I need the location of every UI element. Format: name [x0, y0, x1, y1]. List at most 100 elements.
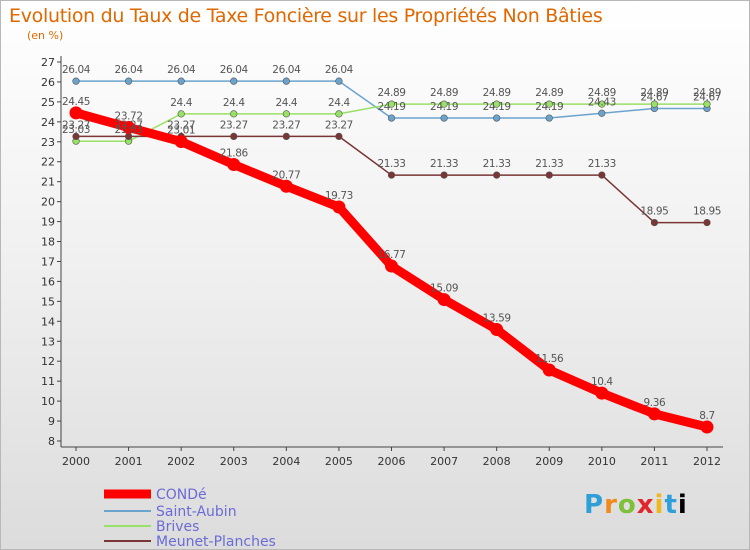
y-tick-label: 21: [41, 176, 55, 189]
data-label: 11.56: [535, 353, 564, 365]
data-label: 24.67: [640, 91, 668, 103]
data-label: 26.04: [272, 64, 301, 76]
x-tick-label: 2006: [378, 455, 406, 468]
legend-label: Brives: [156, 519, 199, 535]
y-tick-label: 27: [41, 56, 55, 69]
data-label: 24.89: [640, 87, 668, 99]
y-tick-label: 10: [41, 395, 55, 408]
data-label: 13.59: [483, 312, 511, 324]
data-point: [647, 407, 661, 421]
data-label: 21.86: [220, 148, 249, 160]
data-point: [279, 179, 293, 193]
y-tick-label: 16: [41, 275, 55, 288]
x-tick-label: 2002: [167, 455, 195, 468]
y-tick-label: 15: [41, 295, 55, 308]
data-point: [230, 77, 238, 85]
x-tick-label: 2000: [62, 455, 90, 468]
data-point: [282, 132, 290, 141]
series-2: [72, 77, 711, 122]
data-point: [335, 132, 343, 141]
x-tick-label: 2009: [535, 455, 563, 468]
legend-label: Saint-Aubin: [156, 504, 237, 520]
series-4: [72, 132, 711, 227]
data-label: 21.33: [483, 158, 511, 170]
data-label: 8.7: [699, 410, 715, 422]
data-label: 21.33: [430, 158, 458, 170]
data-label: 24.45: [62, 96, 90, 108]
data-point: [440, 171, 448, 179]
x-tick-label: 2001: [115, 455, 143, 468]
x-tick-label: 2007: [430, 455, 458, 468]
data-point: [174, 135, 188, 149]
data-label: 24.19: [430, 101, 458, 113]
legend-label: Meunet-Planches: [156, 534, 276, 549]
y-tick-label: 22: [41, 156, 55, 169]
data-label: 24.67: [693, 91, 721, 103]
data-point: [437, 293, 451, 307]
data-label: 23.03: [62, 124, 90, 136]
data-point: [493, 114, 501, 122]
data-label: 24.19: [535, 101, 563, 113]
data-point: [598, 100, 606, 108]
data-label: 23.27: [115, 119, 143, 131]
data-point: [335, 77, 343, 85]
proxiti-logo: Proxiti: [584, 490, 688, 520]
legend-label: CONDé: [156, 487, 207, 503]
data-point: [598, 109, 606, 117]
data-label: 24.89: [535, 87, 563, 99]
series-line: [75, 135, 708, 224]
data-point: [72, 77, 80, 85]
legend-item: Meunet-Planches: [104, 534, 276, 549]
data-point: [69, 106, 83, 120]
y-tick-label: 9: [48, 415, 55, 428]
data-label: 23.27: [220, 119, 248, 131]
data-point: [282, 77, 290, 85]
data-point: [387, 114, 396, 122]
data-point: [650, 100, 659, 108]
data-point: [387, 100, 396, 108]
data-label: 24.89: [483, 87, 511, 99]
data-label: 26.04: [167, 64, 196, 76]
data-point: [122, 120, 136, 134]
x-tick-label: 2005: [325, 455, 353, 468]
x-tick-label: 2004: [272, 455, 300, 468]
data-label: 21.33: [535, 158, 563, 170]
series-1: [69, 106, 714, 434]
data-label: 26.04: [325, 64, 354, 76]
y-tick-label: 8: [48, 435, 55, 448]
data-label: 26.04: [220, 64, 249, 76]
data-point: [595, 386, 609, 400]
data-label: 23.27: [167, 119, 195, 131]
data-point: [230, 132, 238, 141]
y-tick-label: 18: [41, 236, 55, 249]
data-label: 10.4: [591, 376, 613, 388]
data-point: [230, 110, 238, 118]
data-point: [440, 100, 448, 108]
data-label: 24.4: [328, 97, 350, 109]
data-label: 26.04: [115, 64, 144, 76]
chart-subtitle: (en %): [27, 29, 64, 42]
data-point: [387, 171, 396, 179]
data-point: [227, 158, 241, 172]
y-tick-label: 20: [41, 196, 55, 209]
data-label: 21.33: [588, 158, 616, 170]
data-label: 21.33: [377, 158, 405, 170]
data-label: 24.4: [223, 97, 245, 109]
data-label: 9.36: [644, 397, 666, 409]
data-point: [124, 77, 133, 85]
data-point: [490, 322, 504, 336]
data-label: 19.73: [325, 190, 353, 202]
y-tick-label: 25: [41, 96, 55, 109]
y-tick-label: 12: [41, 355, 55, 368]
data-label: 24.19: [377, 101, 405, 113]
y-tick-label: 23: [41, 136, 55, 149]
data-point: [177, 77, 185, 85]
x-tick-label: 2012: [693, 455, 721, 468]
data-point: [332, 200, 346, 214]
data-label: 24.89: [377, 87, 405, 99]
y-tick-label: 17: [41, 255, 55, 268]
x-tick-label: 2008: [483, 455, 511, 468]
data-label: 23.27: [325, 119, 353, 131]
data-point: [385, 259, 398, 273]
